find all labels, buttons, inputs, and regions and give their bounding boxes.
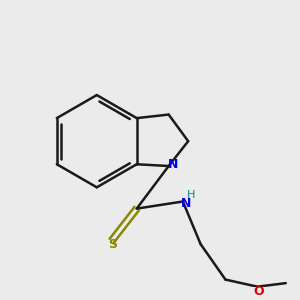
Text: N: N [168, 158, 178, 171]
Text: O: O [254, 285, 264, 298]
Text: S: S [108, 238, 117, 251]
Text: N: N [181, 197, 191, 210]
Text: H: H [187, 190, 195, 200]
